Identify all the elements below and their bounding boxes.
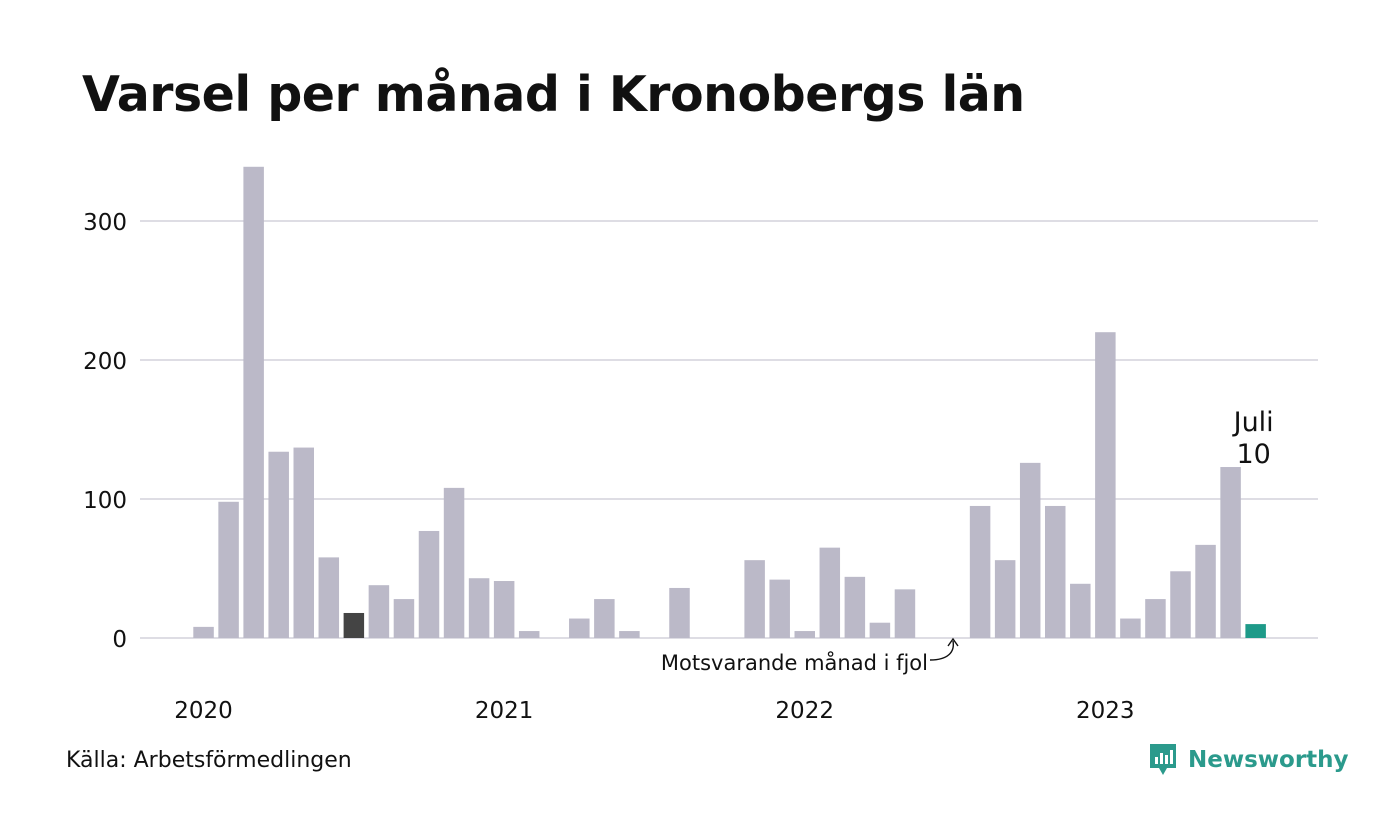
previous-year-annotation: Motsvarande månad i fjol (661, 650, 928, 675)
bar (669, 587, 690, 638)
bar (393, 599, 415, 638)
current-month-label: Juli (1232, 407, 1274, 438)
bar (1120, 618, 1141, 638)
y-tick-label: 100 (83, 488, 127, 514)
brand: Newsworthy (1148, 742, 1349, 778)
bar (819, 547, 841, 638)
x-tick-label: 2023 (1076, 698, 1135, 724)
bar (1220, 467, 1241, 638)
bar (1045, 505, 1066, 638)
y-tick-label: 0 (112, 627, 127, 653)
bar (969, 505, 991, 638)
y-axis-ticks: 0 100 200 300 (83, 210, 127, 653)
chart-title: Varsel per månad i Kronobergs län (82, 66, 1025, 123)
bar (894, 589, 916, 638)
x-tick-label: 2020 (174, 698, 233, 724)
bar (293, 447, 314, 638)
bar (1095, 332, 1116, 638)
bar (619, 631, 640, 638)
bar (418, 530, 440, 638)
bar (744, 560, 765, 638)
bars (193, 166, 1266, 639)
bar (1195, 544, 1216, 638)
y-tick-label: 200 (83, 349, 127, 375)
bar (493, 581, 515, 638)
bar (594, 599, 615, 638)
bar (468, 578, 490, 638)
bar (1170, 571, 1191, 638)
bar (569, 618, 590, 638)
bar (1019, 462, 1041, 638)
bar (193, 626, 214, 638)
x-axis-ticks: 2020 2021 2022 2023 (174, 698, 1134, 724)
bar (518, 631, 540, 638)
bar (844, 576, 866, 638)
bar (994, 560, 1016, 638)
bar (218, 501, 239, 638)
bar (343, 612, 365, 638)
bar (368, 585, 390, 638)
current-value-label: 10 (1236, 439, 1270, 470)
annotation-arrowhead (947, 637, 959, 647)
bar (794, 631, 815, 638)
x-tick-label: 2021 (475, 698, 534, 724)
bar (769, 579, 790, 638)
bar (268, 451, 289, 638)
gridlines (140, 220, 1318, 639)
newsworthy-logo-icon (1150, 744, 1176, 775)
bar (1070, 583, 1091, 638)
bar (1145, 599, 1166, 638)
bar (318, 557, 340, 638)
bar (869, 622, 891, 638)
bar (243, 166, 264, 639)
bar (443, 487, 465, 638)
brand-name: Newsworthy (1188, 747, 1349, 773)
bar (1245, 624, 1266, 638)
annotation-arrow (929, 640, 955, 661)
y-tick-label: 300 (83, 210, 127, 236)
source-note: Källa: Arbetsförmedlingen (66, 748, 352, 773)
x-tick-label: 2022 (775, 698, 834, 724)
